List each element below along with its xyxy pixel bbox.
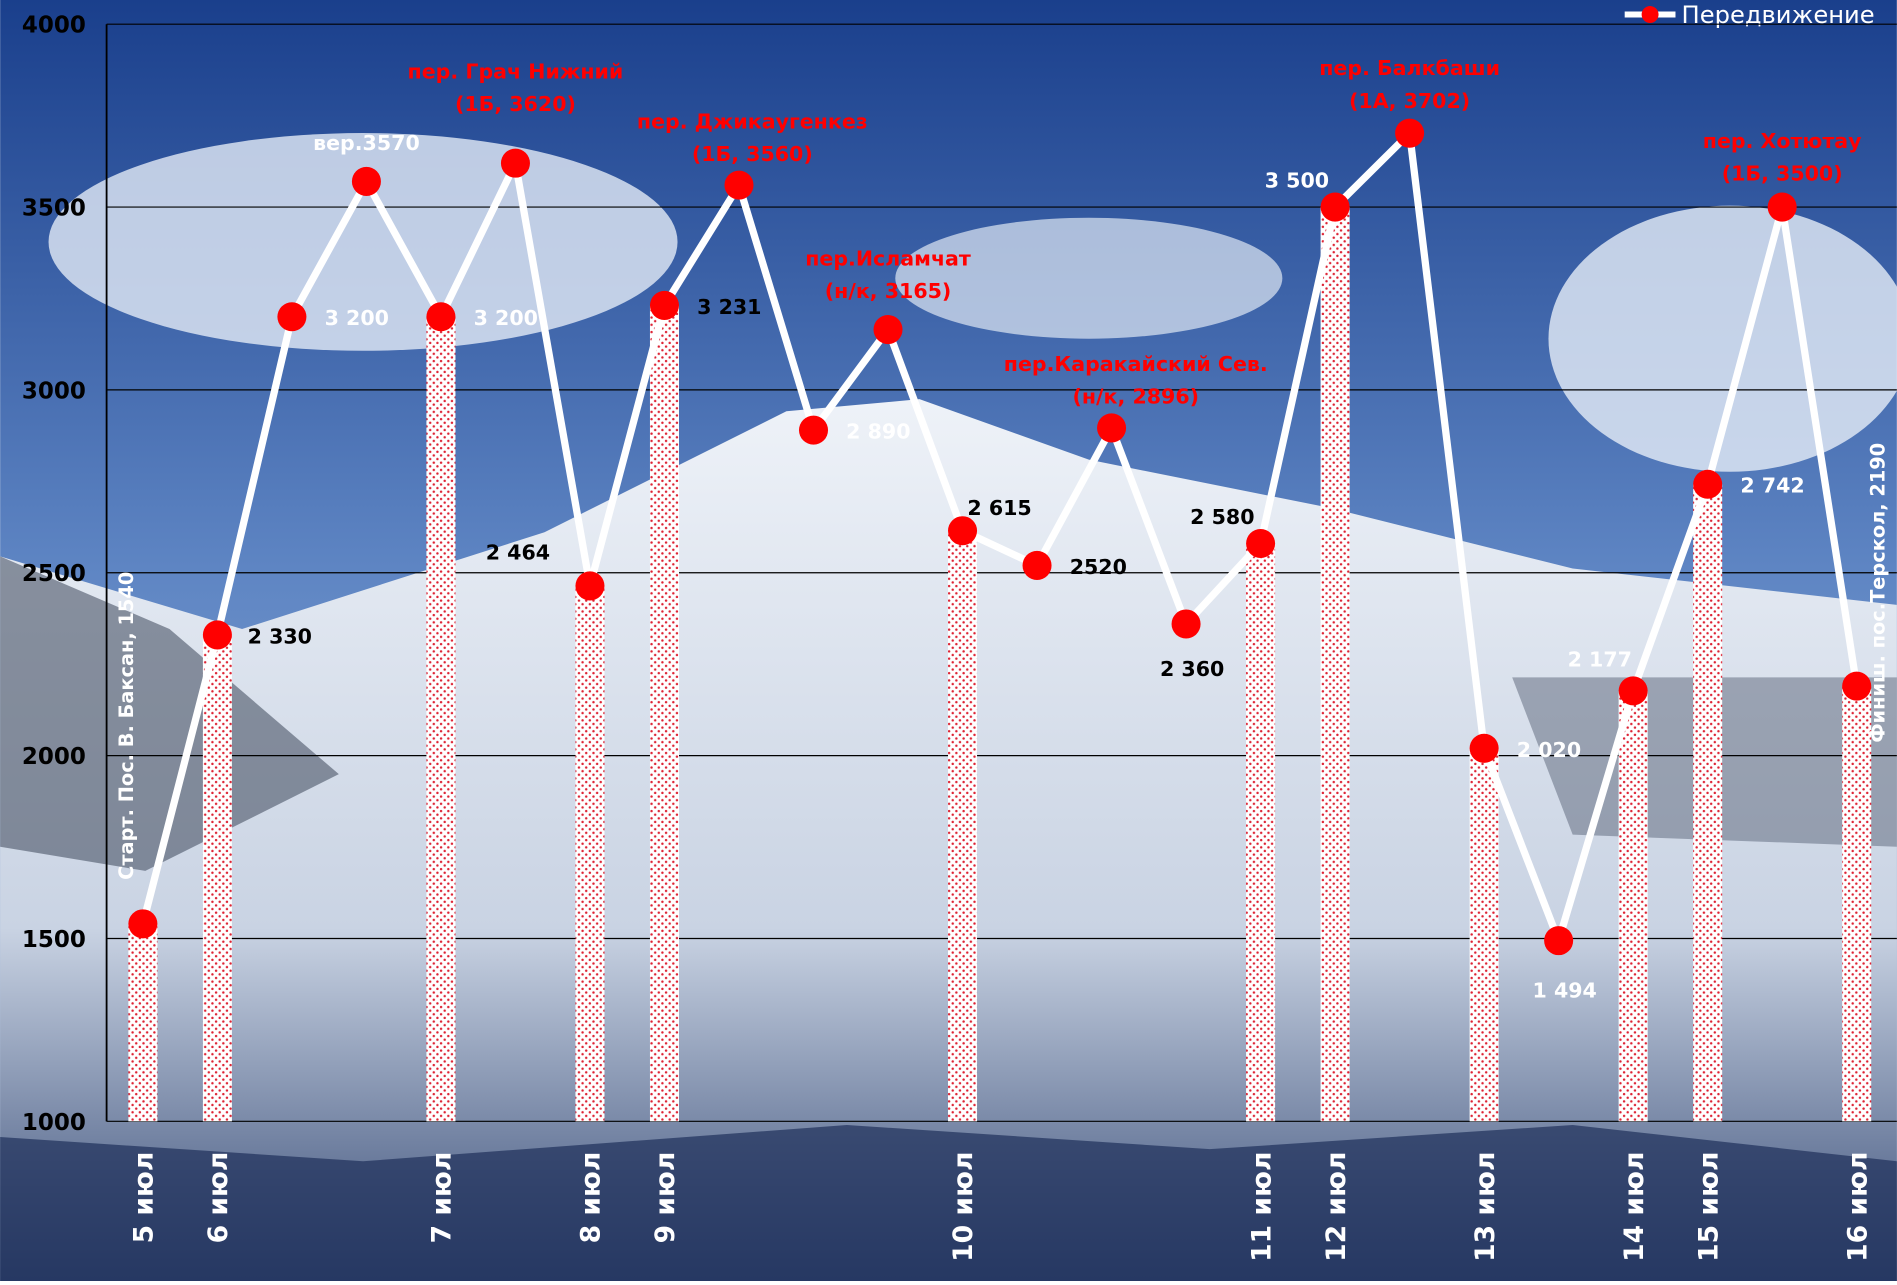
data-label: пер. Хотютау [1703, 129, 1862, 153]
x-tick-label: 13 июл [1470, 1152, 1501, 1262]
x-tick-label: 16 июл [1842, 1152, 1873, 1262]
bar [426, 316, 456, 1122]
marker [1842, 671, 1872, 701]
data-label: (н/к, 3165) [825, 279, 952, 303]
bar [1842, 686, 1872, 1122]
marker [1544, 926, 1574, 956]
data-label: Финиш. пос.Терскол, 2190 [1867, 443, 1890, 743]
y-tick-label: 3000 [22, 378, 86, 404]
data-label: (1Б, 3620) [455, 92, 576, 116]
marker [128, 909, 158, 939]
data-label: (1А, 3702) [1349, 89, 1470, 113]
data-label: пер. Джикаугенкез [637, 109, 868, 133]
bar [1320, 207, 1350, 1122]
data-label: 3 500 [1265, 169, 1329, 193]
data-label: 2520 [1070, 555, 1127, 579]
y-tick-label: 1500 [22, 927, 86, 953]
marker [575, 571, 605, 601]
data-label: Старт. Пос. В. Баксан, 1540 [115, 572, 138, 880]
marker [500, 148, 530, 178]
marker [1693, 469, 1723, 499]
x-tick-label: 14 июл [1619, 1152, 1650, 1262]
bar [1618, 690, 1648, 1122]
y-tick-label: 2000 [22, 744, 86, 770]
bar [948, 530, 978, 1122]
x-tick-label: 6 июл [203, 1152, 234, 1244]
bar [128, 923, 158, 1122]
marker [1395, 118, 1425, 148]
legend-marker [1641, 6, 1659, 23]
data-label: 2 330 [248, 624, 312, 648]
bar [1693, 484, 1723, 1122]
bar [1469, 748, 1499, 1122]
x-tick-label: 15 июл [1693, 1152, 1724, 1262]
data-label: 3 200 [325, 306, 389, 330]
marker [426, 302, 456, 332]
marker [1767, 192, 1797, 222]
x-tick-label: 9 июл [650, 1152, 681, 1244]
data-label: вер.3570 [313, 131, 420, 155]
x-tick-label: 10 июл [948, 1152, 979, 1262]
data-label: 3 231 [697, 295, 761, 319]
data-label: 2 890 [846, 420, 910, 444]
marker [649, 290, 679, 320]
marker [1469, 733, 1499, 763]
y-tick-label: 3500 [22, 196, 86, 222]
data-label: 2 464 [486, 540, 550, 564]
marker [1171, 609, 1201, 639]
data-label: (1Б, 3560) [692, 142, 813, 166]
data-label: пер. Грач Нижний [408, 59, 624, 83]
marker [1097, 413, 1127, 443]
bar [575, 585, 605, 1122]
data-label: пер. Балкбаши [1319, 56, 1500, 80]
bar [202, 634, 232, 1122]
data-label: (1Б, 3500) [1722, 161, 1843, 185]
bar [649, 305, 679, 1122]
y-tick-label: 4000 [22, 13, 86, 39]
marker [1618, 676, 1648, 706]
data-label: 3 200 [474, 306, 538, 330]
data-label: 2 615 [967, 496, 1031, 520]
data-label: 2 020 [1517, 738, 1581, 762]
data-label: (н/к, 2896) [1072, 385, 1199, 409]
x-tick-label: 12 июл [1321, 1152, 1352, 1262]
data-label: 2 742 [1740, 474, 1804, 498]
marker [202, 620, 232, 650]
data-label: 2 580 [1190, 505, 1254, 529]
marker [1320, 192, 1350, 222]
marker [1246, 528, 1276, 559]
x-tick-label: 7 июл [427, 1152, 458, 1244]
bars [128, 207, 1872, 1122]
x-tick-label: 5 июл [129, 1152, 160, 1244]
marker [798, 415, 829, 445]
marker [948, 516, 978, 546]
marker [351, 166, 381, 196]
marker [873, 315, 903, 345]
data-label: 2 177 [1568, 648, 1632, 672]
marker [724, 170, 754, 200]
marker [1022, 550, 1052, 580]
y-tick-label: 1000 [22, 1110, 86, 1136]
line [139, 129, 1861, 945]
x-tick-label: 11 июл [1246, 1152, 1277, 1262]
x-tick-label: 8 июл [576, 1152, 607, 1244]
data-label: 2 360 [1160, 657, 1224, 681]
y-tick-label: 2500 [22, 561, 86, 587]
marker [277, 302, 307, 332]
bar [1246, 543, 1276, 1122]
data-label: 1 494 [1533, 979, 1597, 1003]
data-label: пер.Исламчат [805, 246, 971, 270]
data-label: пер.Каракайский Сев. [1004, 352, 1268, 376]
